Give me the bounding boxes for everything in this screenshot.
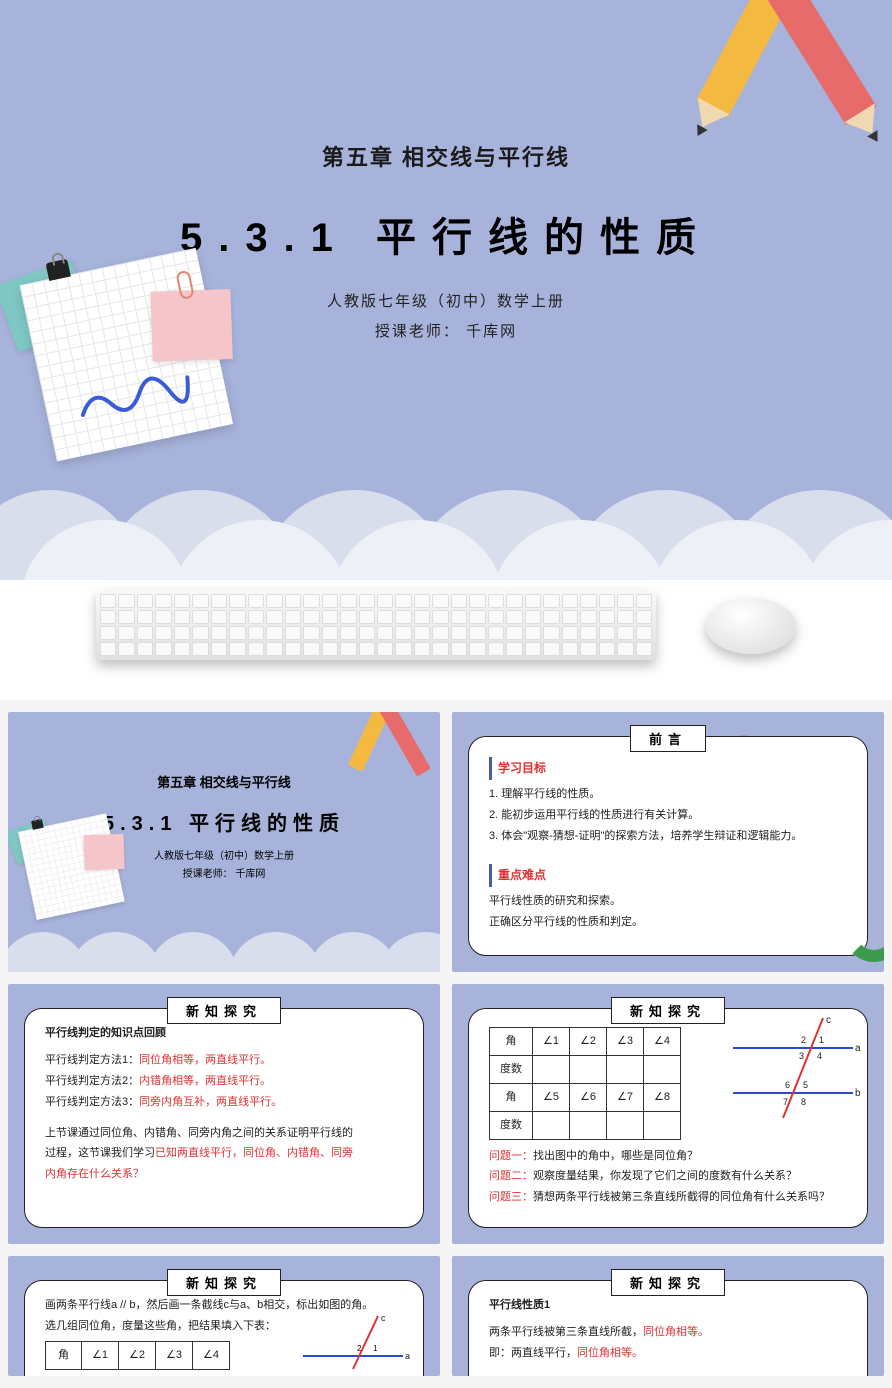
section-heading: 重点难点 <box>489 864 847 887</box>
slide-title: 5.3.1 平行线的性质 <box>0 205 892 263</box>
thumbnail-1: 第五章 相交线与平行线 5.3.1 平行线的性质 人教版七年级（初中）数学上册 … <box>8 712 440 972</box>
mouse-icon <box>706 598 796 654</box>
body-text: 1. 理解平行线的性质。 <box>489 784 847 805</box>
content-panel: 新知探究 平行线判定的知识点回顾 平行线判定方法1：同位角相等，两直线平行。 平… <box>24 1008 424 1228</box>
body-text: 即：两直线平行，同位角相等。 <box>489 1343 847 1364</box>
content-panel: 新知探究 画两条平行线a // b，然后画一条截线c与a、b相交，标出如图的角。… <box>24 1280 424 1376</box>
body-text: 问题一：找出图中的角中，哪些是同位角？ <box>489 1146 847 1167</box>
body-text: 平行线判定方法2：内错角相等，两直线平行。 <box>45 1071 403 1092</box>
panel-title: 新知探究 <box>611 1269 725 1296</box>
svg-text:1: 1 <box>373 1344 378 1353</box>
svg-text:1: 1 <box>819 1035 824 1045</box>
chapter-heading: 第五章 相交线与平行线 <box>8 772 440 791</box>
body-text: 问题二：观察度量结果，你发现了它们之间的度数有什么关系？ <box>489 1166 847 1187</box>
body-text: 内角存在什么关系？ <box>45 1164 403 1185</box>
svg-text:2: 2 <box>357 1344 362 1353</box>
thumbnail-6: 新知探究 平行线性质1 两条平行线被第三条直线所截，同位角相等。 即：两直线平行… <box>452 1256 884 1376</box>
body-text: 平行线性质的研究和探索。 <box>489 891 847 912</box>
svg-text:2: 2 <box>801 1035 806 1045</box>
thumbnail-2: 千库网 前言 学习目标 1. 理解平行线的性质。 2. 能初步运用平行线的性质进… <box>452 712 884 972</box>
angle-table: 角∠1∠2∠3∠4 <box>45 1341 230 1370</box>
body-text: 3. 体会"观察-猜想-证明"的探索方法，培养学生辩证和逻辑能力。 <box>489 826 847 847</box>
angle-table: 角∠1∠2∠3∠4 度数 角∠5∠6∠7∠8 度数 <box>489 1027 681 1140</box>
pencil-decoration-icon <box>377 712 431 777</box>
svg-text:b: b <box>855 1088 861 1099</box>
section-heading: 平行线判定的知识点回顾 <box>45 1023 403 1044</box>
body-text: 过程，这节课我们学习已知两直线平行，同位角、内错角、同旁 <box>45 1143 403 1164</box>
slide-thumbnails: 第五章 相交线与平行线 5.3.1 平行线的性质 人教版七年级（初中）数学上册 … <box>0 700 892 1388</box>
body-text: 平行线判定方法1：同位角相等，两直线平行。 <box>45 1050 403 1071</box>
svg-text:4: 4 <box>817 1051 822 1061</box>
thumbnail-5: 新知探究 画两条平行线a // b，然后画一条截线c与a、b相交，标出如图的角。… <box>8 1256 440 1376</box>
body-text: 问题三：猜想两条平行线被第三条直线所截得的同位角有什么关系吗？ <box>489 1187 847 1208</box>
keyboard-icon <box>96 590 656 660</box>
body-text: 正确区分平行线的性质和判定。 <box>489 912 847 933</box>
body-text: 2. 能初步运用平行线的性质进行有关计算。 <box>489 805 847 826</box>
svg-text:5: 5 <box>803 1080 808 1090</box>
sticky-note-icon <box>150 289 232 362</box>
chapter-heading: 第五章 相交线与平行线 <box>0 140 892 172</box>
svg-text:6: 6 <box>785 1080 790 1090</box>
desk-row <box>0 580 892 700</box>
content-panel: 前言 学习目标 1. 理解平行线的性质。 2. 能初步运用平行线的性质进行有关计… <box>468 736 868 956</box>
body-text: 上节课通过同位角、内错角、同旁内角之间的关系证明平行线的 <box>45 1123 403 1144</box>
content-panel: 新知探究 角∠1∠2∠3∠4 度数 角∠5∠6∠7∠8 度数 a <box>468 1008 868 1228</box>
section-heading: 平行线性质1 <box>489 1295 847 1316</box>
parallel-lines-diagram: a b c 2 1 3 4 6 5 7 8 <box>723 1013 863 1123</box>
panel-title: 前言 <box>630 725 706 752</box>
binder-clip-icon <box>46 259 71 281</box>
svg-text:a: a <box>855 1043 861 1054</box>
svg-text:7: 7 <box>783 1097 788 1107</box>
svg-text:c: c <box>381 1313 386 1323</box>
svg-text:8: 8 <box>801 1097 806 1107</box>
cloud-decoration <box>0 410 892 580</box>
svg-text:3: 3 <box>799 1051 804 1061</box>
thumbnail-3: 新知探究 平行线判定的知识点回顾 平行线判定方法1：同位角相等，两直线平行。 平… <box>8 984 440 1244</box>
body-text: 两条平行线被第三条直线所截，同位角相等。 <box>489 1322 847 1343</box>
section-heading: 学习目标 <box>489 757 847 780</box>
cloud-decoration <box>8 912 440 972</box>
content-panel: 新知探究 平行线性质1 两条平行线被第三条直线所截，同位角相等。 即：两直线平行… <box>468 1280 868 1376</box>
body-text: 平行线判定方法3：同旁内角互补，两直线平行。 <box>45 1092 403 1113</box>
thumbnail-4: 新知探究 角∠1∠2∠3∠4 度数 角∠5∠6∠7∠8 度数 a <box>452 984 884 1244</box>
main-slide: 第五章 相交线与平行线 5.3.1 平行线的性质 人教版七年级（初中）数学上册 … <box>0 0 892 580</box>
parallel-lines-diagram: a c 2 1 <box>293 1311 413 1371</box>
svg-text:c: c <box>826 1015 831 1026</box>
svg-text:a: a <box>405 1351 410 1361</box>
panel-title: 新知探究 <box>167 997 281 1024</box>
